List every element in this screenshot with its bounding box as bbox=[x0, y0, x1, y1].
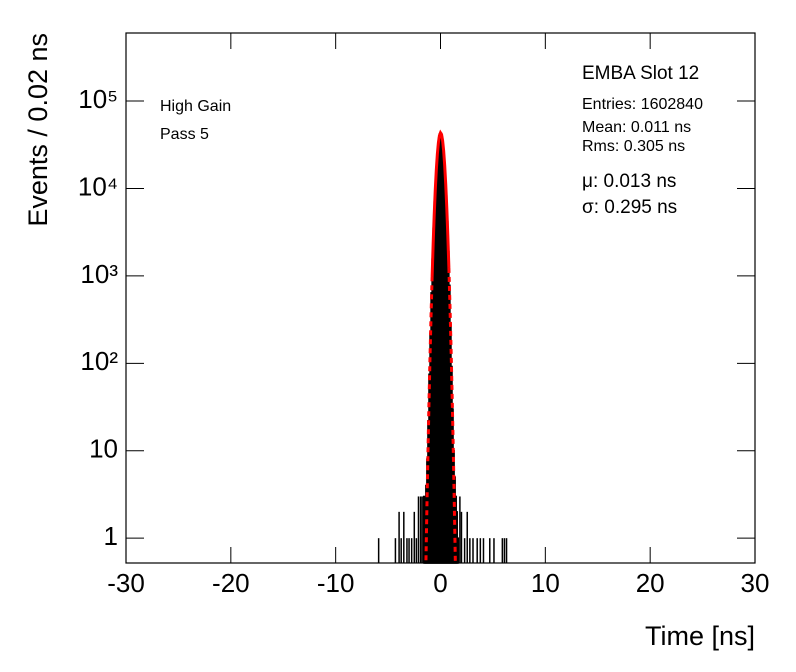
x-tick-label: 20 bbox=[636, 568, 665, 598]
y-tick-label: 10 bbox=[89, 434, 118, 464]
x-tick-label: 10 bbox=[531, 568, 560, 598]
fit-curve-extrapolated bbox=[424, 267, 457, 563]
stats-line: Mean: 0.011 ns bbox=[582, 119, 691, 136]
y-tick-label: 1 bbox=[104, 521, 118, 551]
x-tick-label: -20 bbox=[212, 568, 250, 598]
x-tick-label: 0 bbox=[433, 568, 447, 598]
stats-line: Entries: 1602840 bbox=[582, 96, 703, 113]
stats-line: Rms: 0.305 ns bbox=[582, 138, 685, 155]
x-tick-label: 30 bbox=[741, 568, 770, 598]
y-tick-label: 10³ bbox=[80, 259, 118, 289]
x-tick-label: -10 bbox=[317, 568, 355, 598]
y-tick-label: 10⁴ bbox=[78, 171, 118, 201]
x-axis-title: Time [ns] bbox=[645, 621, 755, 651]
fit-stat: σ: 0.295 ns bbox=[582, 197, 677, 218]
bar bbox=[456, 537, 460, 564]
fit-curve bbox=[430, 129, 451, 278]
y-tick-label: 10² bbox=[80, 346, 118, 376]
x-tick-label: -30 bbox=[107, 568, 145, 598]
label: Pass 5 bbox=[160, 126, 209, 143]
fit-stat: μ: 0.013 ns bbox=[582, 171, 676, 192]
label: High Gain bbox=[160, 98, 231, 115]
y-tick-label: 10⁵ bbox=[78, 84, 118, 114]
y-axis-title: Events / 0.02 ns bbox=[23, 33, 53, 227]
chart-title: EMBA Slot 12 bbox=[582, 63, 699, 84]
